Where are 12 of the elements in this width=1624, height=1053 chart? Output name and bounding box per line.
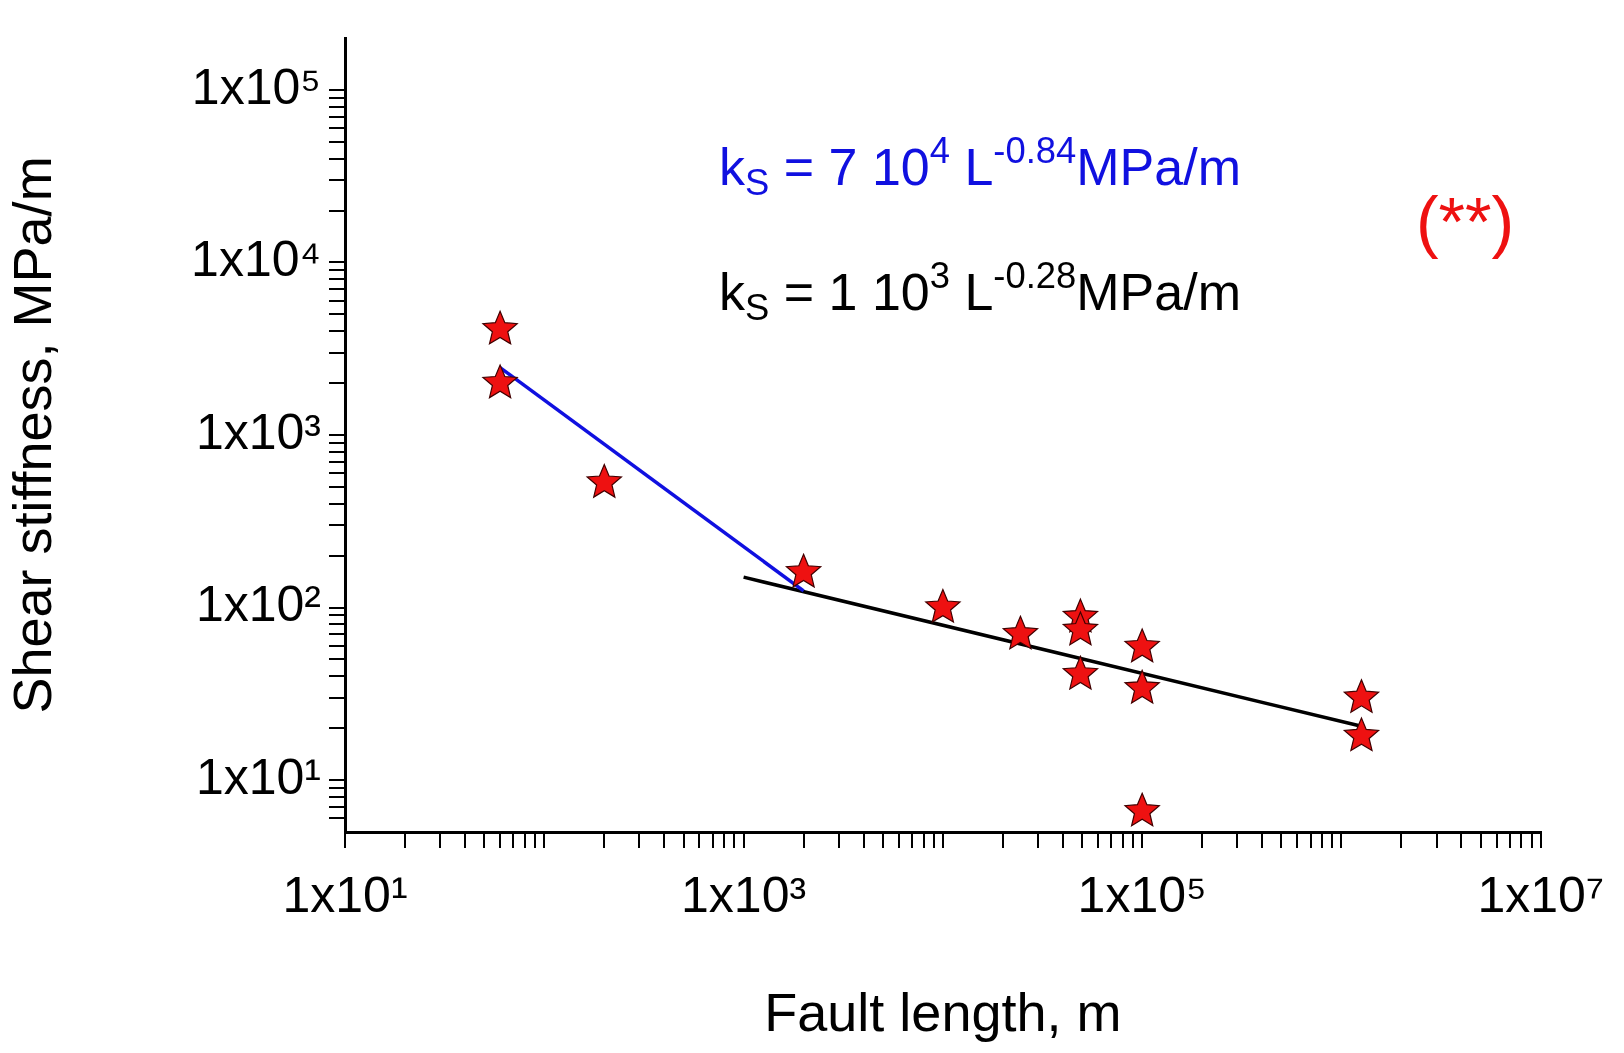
x-tick-label: 1x10¹ [282, 866, 408, 923]
y-axis-title: Shear stiffness, MPa/m [2, 156, 63, 714]
y-tick-label: 1x10⁵ [191, 58, 321, 115]
y-tick-label: 1x10² [195, 576, 321, 633]
x-tick-label: 1x10⁷ [1477, 866, 1604, 923]
x-axis-title: Fault length, m [764, 982, 1122, 1043]
y-tick-label: 1x10¹ [195, 748, 321, 805]
annotation: (**) [1415, 183, 1515, 259]
x-tick-label: 1x10⁵ [1077, 866, 1207, 923]
y-tick-label: 1x10³ [195, 403, 321, 460]
y-tick-label: 1x10⁴ [191, 231, 321, 288]
x-tick-label: 1x10³ [681, 866, 807, 923]
